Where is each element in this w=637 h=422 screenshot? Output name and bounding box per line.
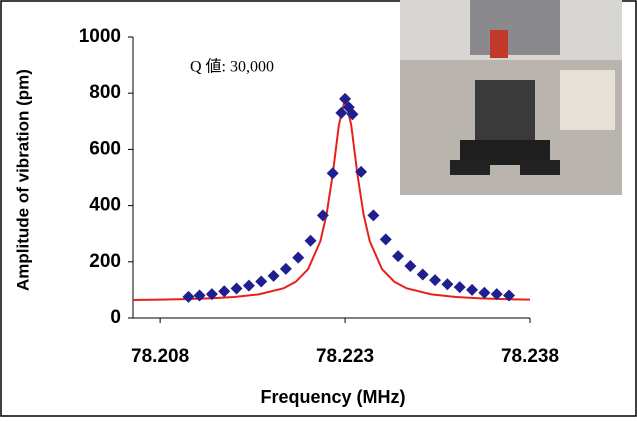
- y-axis-label: Amplitude of vibration (pm): [13, 69, 32, 291]
- x-tick-label: 78.238: [501, 346, 559, 367]
- data-point: [316, 209, 329, 222]
- annotation: Q 値: 30,000: [190, 58, 274, 76]
- y-tick-label: 600: [89, 138, 121, 159]
- x-axis-label: Frequency (MHz): [260, 387, 405, 407]
- data-point: [441, 278, 454, 291]
- data-point: [355, 165, 368, 178]
- data-point: [242, 279, 255, 292]
- data-point: [218, 285, 231, 298]
- data-point: [230, 282, 243, 295]
- data-point: [416, 268, 429, 281]
- data-point: [182, 290, 195, 303]
- data-point: [292, 251, 305, 264]
- x-tick-label: 78.208: [131, 346, 189, 367]
- data-point: [279, 262, 292, 275]
- data-point: [478, 286, 491, 299]
- y-tick-label: 200: [89, 251, 121, 272]
- data-point: [379, 233, 392, 246]
- data-point: [193, 289, 206, 302]
- data-point: [453, 281, 466, 294]
- photo-inset: [400, 0, 622, 195]
- y-tick-label: 0: [110, 307, 121, 328]
- data-point: [367, 209, 380, 222]
- data-point: [326, 167, 339, 180]
- data-point: [304, 234, 317, 247]
- y-tick-label: 400: [89, 195, 121, 216]
- data-point: [255, 275, 268, 288]
- data-point: [466, 283, 479, 296]
- data-point: [205, 288, 218, 301]
- data-point: [335, 106, 348, 119]
- data-point: [346, 108, 359, 121]
- data-point: [267, 269, 280, 282]
- y-tick-label: 1000: [79, 26, 121, 47]
- data-point: [392, 250, 405, 263]
- data-point: [503, 289, 516, 302]
- data-point: [490, 288, 503, 301]
- y-tick-label: 800: [89, 82, 121, 103]
- x-tick-label: 78.223: [316, 346, 374, 367]
- data-point: [404, 260, 417, 273]
- data-point: [429, 274, 442, 287]
- data-point: [339, 92, 352, 105]
